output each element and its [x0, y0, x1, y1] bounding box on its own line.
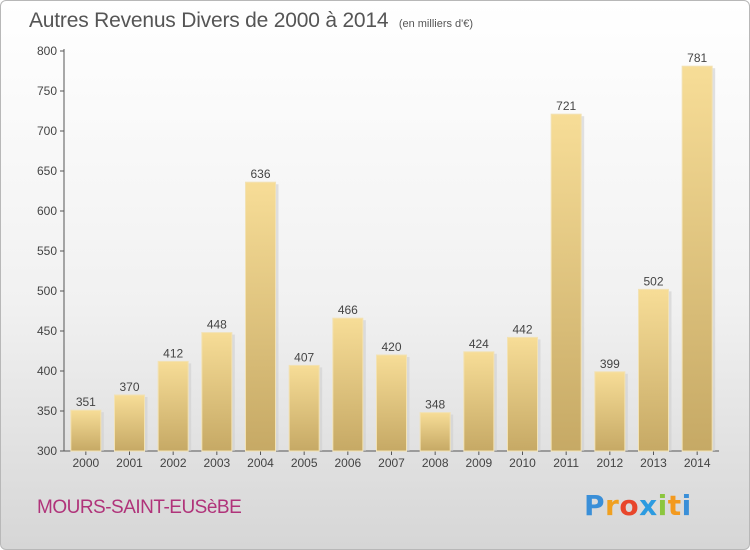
bar: [594, 371, 626, 452]
y-tick-label: 800: [37, 44, 57, 58]
bar: [550, 113, 582, 452]
x-tick-label: 2005: [291, 456, 318, 470]
logo-letter: t: [667, 489, 682, 522]
y-tick-label: 700: [37, 124, 57, 138]
x-tick-label: 2008: [422, 456, 449, 470]
proxiti-logo[interactable]: Proxiti: [584, 489, 692, 522]
y-tick-label: 650: [37, 164, 57, 178]
bar: [332, 317, 364, 452]
bars: [70, 65, 716, 452]
y-tick-label: 600: [37, 204, 57, 218]
bar: [419, 412, 451, 452]
x-tick-label: 2000: [72, 456, 99, 470]
bar: [157, 360, 189, 452]
x-tick-label: 2003: [203, 456, 230, 470]
data-label: 348: [425, 398, 445, 412]
x-tick-label: 2002: [160, 456, 187, 470]
bar: [463, 351, 495, 452]
x-tick-label: 2010: [509, 456, 536, 470]
data-label: 448: [207, 318, 227, 332]
y-tick-label: 400: [37, 364, 57, 378]
chart-subtitle: (en milliers d'€): [398, 18, 474, 30]
y-tick-label: 750: [37, 84, 57, 98]
data-label: 399: [600, 357, 620, 371]
x-tick-label: 2009: [465, 456, 492, 470]
bar: [114, 394, 145, 452]
bar: [376, 354, 407, 452]
data-label: 424: [469, 337, 489, 351]
logo-letter: o: [619, 489, 640, 522]
bar: [681, 65, 713, 452]
commune-name: MOURS-SAINT-EUSèBE: [37, 497, 242, 518]
data-label: 502: [643, 274, 663, 288]
logo-letter: P: [584, 489, 606, 522]
data-label: 721: [556, 99, 576, 113]
data-label: 420: [381, 340, 401, 354]
data-label: 351: [76, 395, 96, 409]
logo-letter: x: [639, 489, 658, 522]
x-tick-label: 2013: [640, 456, 667, 470]
y-tick-label: 450: [37, 324, 57, 338]
data-label: 370: [119, 380, 139, 394]
x-tick-label: 2007: [378, 456, 405, 470]
data-label: 442: [512, 322, 532, 336]
y-tick-label: 350: [37, 404, 57, 418]
logo-letter: i: [657, 489, 668, 522]
y-tick-label: 550: [37, 244, 57, 258]
data-label: 636: [250, 167, 270, 181]
x-tick-label: 2006: [334, 456, 361, 470]
x-tick-label: 2014: [684, 456, 711, 470]
x-tick-label: 2004: [247, 456, 274, 470]
data-label: 466: [338, 303, 358, 317]
logo-letter: r: [605, 489, 620, 522]
logo-letter: i: [681, 489, 692, 522]
bar: [288, 364, 320, 452]
x-tick-label: 2001: [116, 456, 143, 470]
bar: [201, 332, 233, 452]
chart-title-group: Autres Revenus Divers de 2000 à 2014 (en…: [29, 9, 473, 33]
y-tick-label: 300: [37, 444, 57, 458]
data-label: 781: [687, 51, 707, 65]
bar: [507, 336, 538, 452]
value-labels: 351 370 412 448 636 407 466 420 348 424 442 721 399 5…: [76, 51, 708, 411]
x-tick-label: 2012: [596, 456, 623, 470]
bar: [70, 409, 102, 452]
y-tick-label: 500: [37, 284, 57, 298]
bar: [245, 181, 276, 452]
bar: [638, 288, 669, 452]
data-label: 407: [294, 350, 314, 364]
x-tick-label: 2011: [553, 456, 579, 470]
chart-title: Autres Revenus Divers de 2000 à 2014: [29, 9, 389, 32]
data-label: 412: [163, 346, 183, 360]
